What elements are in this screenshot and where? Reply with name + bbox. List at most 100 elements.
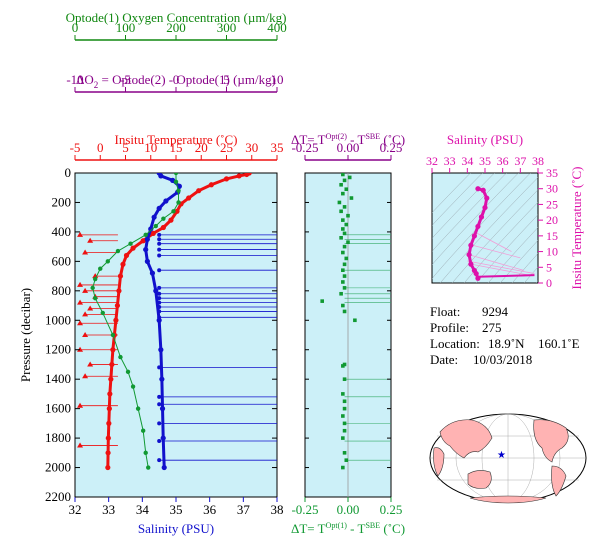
oxygen-data-point: [143, 450, 148, 456]
oxygen-data-point: [93, 276, 98, 282]
temperature-axis-tick-label: 25: [220, 140, 233, 155]
temperature-sample-marker: [77, 346, 84, 352]
main-interleave-lines: [77, 231, 277, 463]
ts-interleave-streak: [467, 260, 535, 274]
salinity-data-point: [158, 173, 164, 179]
delta-t-data-point: [342, 421, 347, 426]
salinity-tick-label: 38: [271, 502, 284, 517]
ts-interleave-streak: [468, 254, 524, 271]
delta-t-data-point: [341, 436, 345, 440]
salinity-sample-point: [157, 439, 162, 444]
pressure-axis: 0 200 400 600 800 1000 1200 1400 1600 1800 2000 220…: [18, 165, 277, 504]
temperature-sample-marker: [82, 332, 89, 337]
ts-data-point: [478, 214, 485, 220]
ts-temperature-tick-label: 10: [546, 245, 558, 259]
pressure-tick-label: 800: [52, 283, 72, 298]
ts-temperature-tick-label: 0: [546, 276, 552, 290]
delta-t-data-point: [341, 227, 345, 231]
temperature-axis-tick-label: -5: [70, 140, 81, 155]
temperature-data-point: [236, 173, 242, 179]
oxygen-data-point: [176, 188, 181, 193]
salinity-tick-label: 34: [136, 502, 150, 517]
temperature-data-point: [113, 317, 119, 323]
delta-t-data-point: [342, 231, 347, 236]
profile-label: Profile:: [430, 320, 469, 335]
oxygen-data-point: [98, 266, 103, 271]
delta-t-data-point: [341, 218, 345, 222]
delta-t-data-point: [346, 240, 350, 245]
salinity-tick-label: 35: [170, 502, 183, 517]
oxygen-data-point: [171, 209, 176, 214]
ts-data-point: [468, 242, 474, 248]
temperature-data-point: [116, 288, 122, 294]
salinity-data-point: [161, 464, 167, 471]
temperature-data-point: [105, 464, 111, 471]
salinity-data-point: [143, 246, 149, 253]
land-africa: [433, 447, 445, 477]
delta-o2-axis-tick-label: -10: [66, 72, 83, 87]
delta-t-data-point: [341, 303, 345, 308]
delta-t-data-point: [342, 262, 347, 267]
temperature-sample-marker: [82, 373, 89, 379]
oxygen-data-point: [125, 369, 131, 375]
location-label: Location:: [430, 336, 480, 351]
salinity-sample-point: [157, 402, 162, 407]
land-north-america: [533, 419, 569, 463]
ts-temperature-tick-label: 20: [546, 213, 558, 227]
ts-interleave-streak: [475, 232, 512, 252]
delta-o2-axis-title: ΔO2 = Optode(2) - Optode(1) (µm/kg): [76, 72, 276, 90]
temperature-data-point: [174, 208, 180, 214]
delta-t-data-point: [353, 318, 357, 323]
delta-o2-axis-tick-label: 5: [223, 72, 230, 87]
temperature-data-point: [106, 420, 112, 426]
oxygen-data-point: [93, 295, 98, 301]
ts-data-point: [475, 186, 481, 192]
ts-interleave-streak: [470, 263, 530, 276]
temperature-data-point: [140, 238, 146, 244]
salinity-data-point: [160, 435, 166, 441]
delta-t-data-point: [349, 196, 354, 200]
profile-value: 275: [482, 320, 502, 335]
temperature-sample-marker: [87, 361, 94, 367]
salinity-sample-point: [157, 394, 162, 399]
temperature-data-point: [114, 302, 121, 309]
oxygen-axis-tick-label: 100: [116, 20, 136, 35]
salinity-data-point: [144, 236, 150, 242]
delta-t-series: [320, 173, 357, 470]
temperature-data-point: [107, 391, 113, 397]
density-contour: [487, 227, 538, 283]
delta-t-bottom-tick-label: 0.00: [337, 502, 360, 517]
ts-salinity-tick-label: 33: [444, 154, 456, 168]
oxygen-data-point: [176, 200, 181, 205]
ts-temperature-tick-label: 30: [546, 182, 558, 196]
delta-t-top-tick-label: -0.25: [291, 140, 318, 155]
temperature-sample-marker: [77, 402, 84, 408]
oxygen-data-point: [161, 216, 166, 221]
temperature-data-point: [160, 224, 166, 231]
oxygen-data-point: [128, 241, 133, 246]
temperature-sample-marker: [77, 231, 84, 237]
oxygen-data-point: [130, 384, 136, 389]
map-land: [433, 419, 569, 504]
temperature-data-point: [130, 245, 136, 251]
pressure-tick-label: 200: [52, 194, 72, 209]
salinity-sample-point: [157, 232, 162, 237]
oxygen-data-point: [90, 285, 95, 291]
temperature-axis-tick-label: 15: [170, 140, 183, 155]
delta-t-data-point: [344, 458, 349, 462]
temperature-sample-marker: [87, 305, 94, 311]
world-map: ★: [429, 413, 587, 504]
ts-data-point: [468, 261, 474, 267]
temperature-sample-marker: [82, 311, 89, 317]
delta-t-data-point: [342, 286, 347, 290]
density-contour: [511, 253, 538, 283]
ts-data-point: [471, 233, 477, 239]
density-contour: [451, 189, 538, 283]
delta-t-data-point: [342, 406, 347, 411]
oxygen-data-point: [118, 354, 123, 360]
